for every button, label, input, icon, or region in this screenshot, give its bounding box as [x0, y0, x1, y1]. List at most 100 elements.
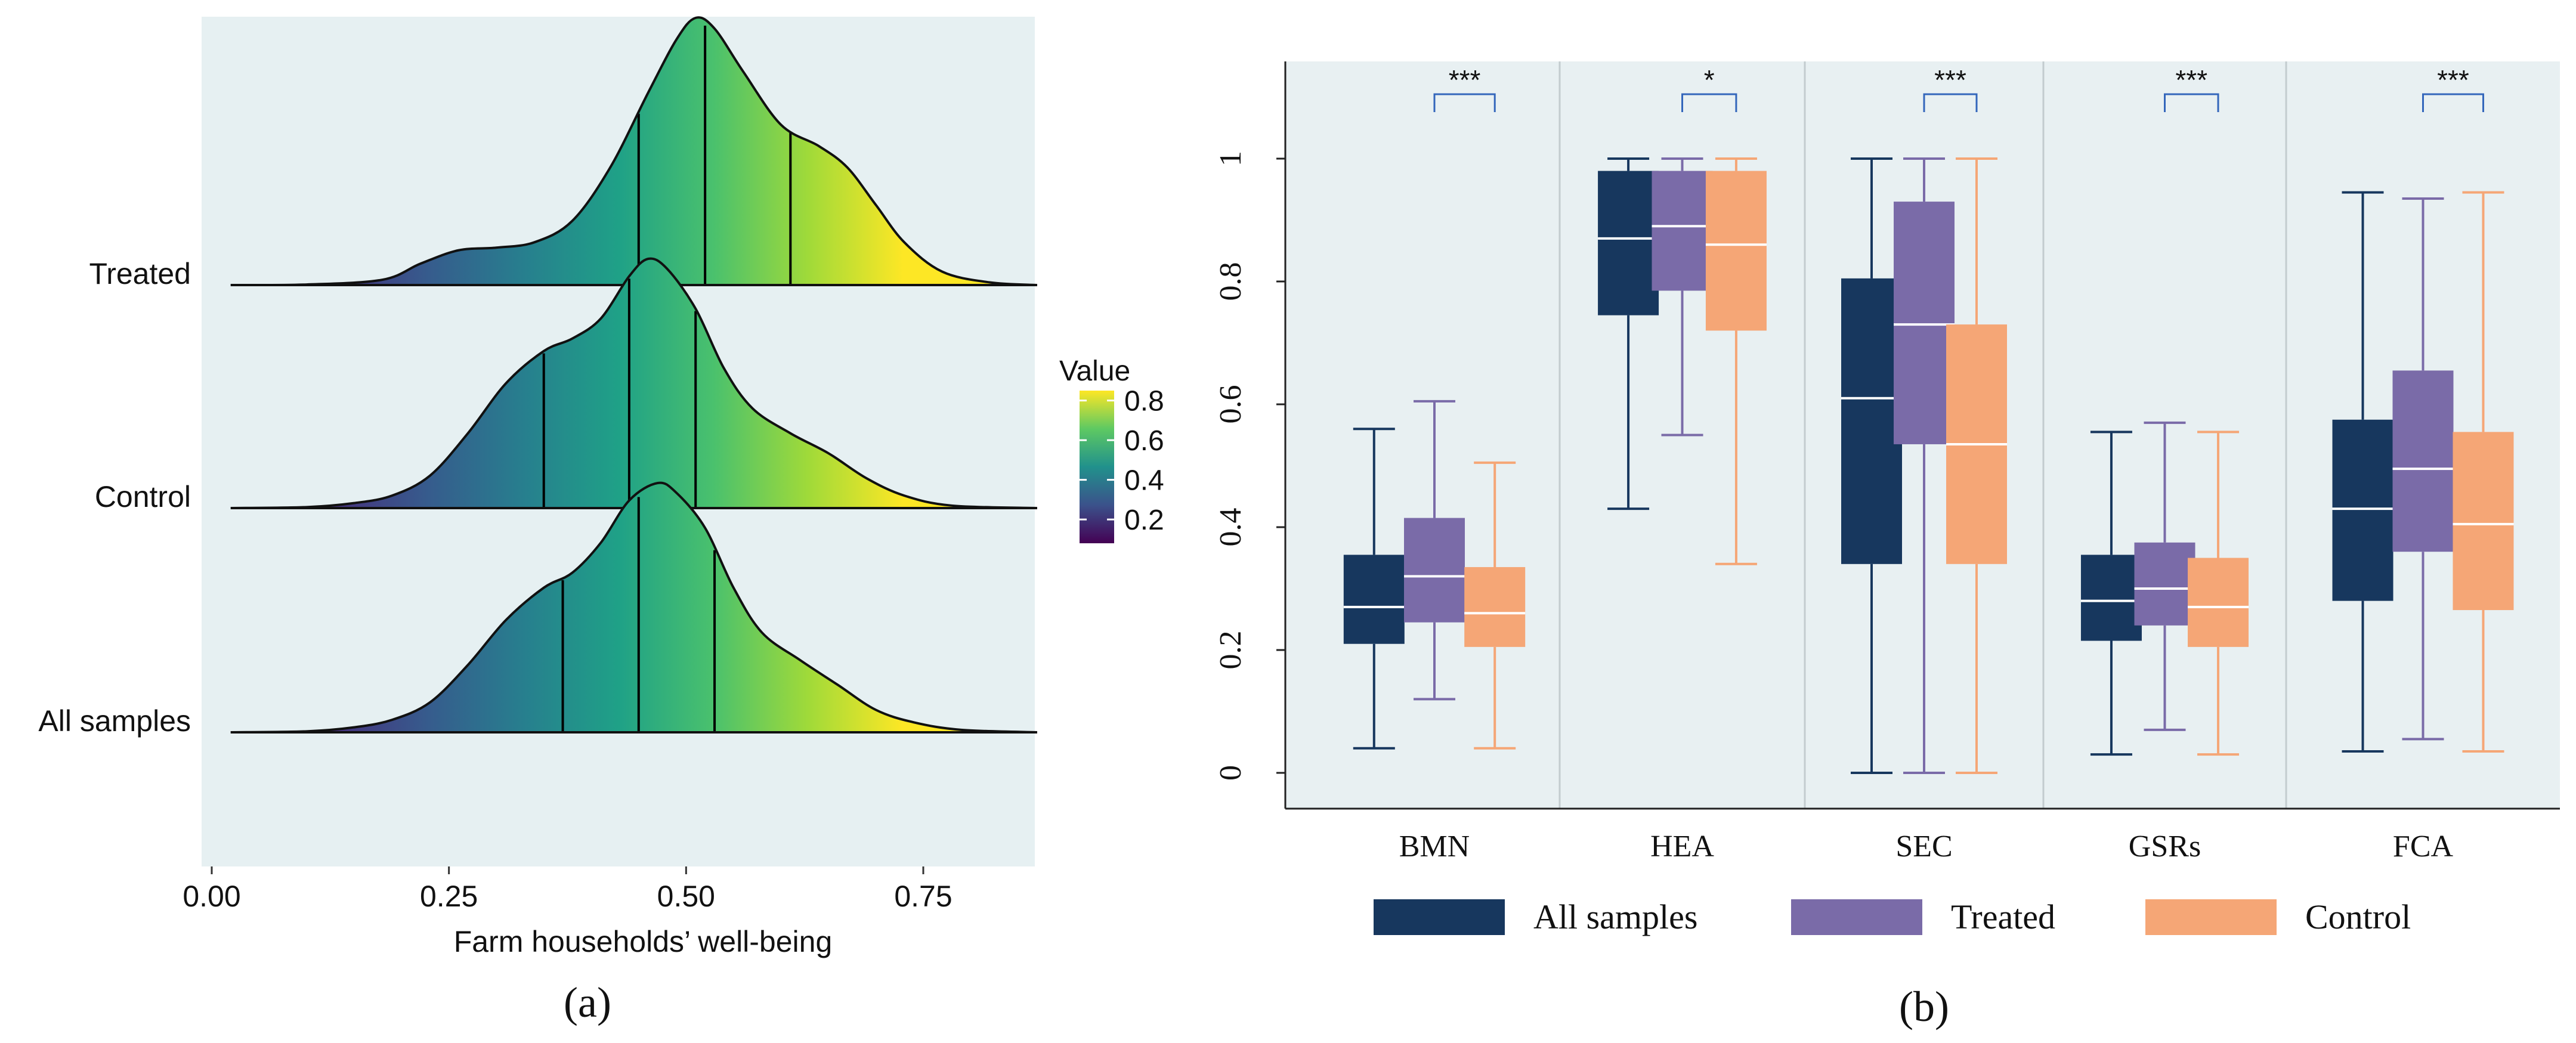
y-tick-label: 0.8 — [1214, 262, 1248, 301]
panel-b-category-labels: BMN HEA SEC GSRs FCA — [1399, 830, 2454, 864]
boxplots — [1343, 157, 2514, 774]
ridge-labels: Treated Control All samples — [38, 257, 191, 738]
box-treated — [1652, 157, 1713, 437]
ridge-label: Control — [95, 480, 191, 513]
group-sec — [1841, 157, 2007, 774]
x-tick-label: 0.75 — [894, 880, 952, 913]
box-treated — [1404, 400, 1465, 701]
colorbar-gradient — [1080, 391, 1114, 543]
iqr-box — [2453, 432, 2514, 611]
ridge-outline — [230, 16, 1037, 287]
box-all-samples — [1598, 157, 1659, 510]
significance-bracket — [2164, 93, 2219, 112]
iqr-box — [2332, 419, 2393, 601]
box-all-samples — [1841, 157, 1902, 774]
ridge-treated — [230, 16, 1037, 287]
y-tick-label: 0.2 — [1214, 631, 1248, 670]
ridge-density-area — [230, 482, 1037, 732]
panel-b-y-ticks: 0 0.2 0.4 0.6 0.8 1 — [1214, 151, 1285, 781]
legend-label: Treated — [1951, 897, 2055, 936]
box-control — [1946, 157, 2007, 774]
ridge-label: Treated — [89, 257, 191, 290]
iqr-box — [1705, 171, 1767, 331]
colorbar: Value 0.8 0.6 0.4 0.2 — [1059, 355, 1164, 543]
iqr-box — [2188, 558, 2249, 647]
panel-a-label: (a) — [564, 979, 611, 1026]
legend: All samples Treated Control — [1374, 897, 2411, 936]
group-bmn — [1343, 400, 1526, 750]
category-label: FCA — [2393, 830, 2454, 864]
box-all-samples — [2080, 431, 2142, 756]
x-tick-label: 0.25 — [420, 880, 478, 913]
ridge-outline — [230, 481, 1037, 733]
legend-item-all-samples: All samples — [1374, 897, 1697, 936]
group-dividers — [1558, 61, 2287, 809]
panel-a-x-axis-label: Farm households’ well-being — [454, 925, 833, 958]
significance-stars: *** — [1449, 64, 1481, 95]
significance-bracket — [1923, 93, 1978, 112]
legend-label: Control — [2305, 897, 2411, 936]
significance-bracket — [2422, 93, 2484, 112]
significance-stars: * — [1704, 64, 1715, 95]
box-control — [2188, 431, 2249, 756]
panel-a-x-ticks: 0.00 0.25 0.50 0.75 — [183, 866, 953, 913]
panel-b-label: (b) — [1899, 983, 1949, 1030]
box-treated — [2392, 197, 2454, 741]
iqr-box — [1598, 171, 1659, 315]
legend-swatch — [1374, 899, 1505, 935]
iqr-box — [1343, 555, 1405, 644]
x-tick-label: 0.00 — [183, 880, 240, 913]
colorbar-tick-label: 0.6 — [1124, 425, 1164, 457]
significance-stars: *** — [2175, 64, 2207, 95]
iqr-box — [1894, 202, 1955, 444]
colorbar-tick-label: 0.8 — [1124, 386, 1164, 417]
box-control — [1464, 461, 1526, 750]
colorbar-tick-label: 0.4 — [1124, 465, 1164, 497]
ridge-all-samples — [230, 481, 1037, 733]
box-control — [2453, 191, 2514, 753]
colorbar-tick-label: 0.2 — [1124, 505, 1164, 536]
ridge-label: All samples — [38, 704, 191, 738]
y-tick-label: 1 — [1214, 151, 1248, 166]
x-tick-label: 0.50 — [657, 880, 715, 913]
significance-brackets: *** * *** *** *** — [1433, 64, 2484, 112]
panel-b-boxplot: 00.20.40.60.81 *** * *** *** *** BMN HEA SEC GS… — [1214, 61, 2560, 1030]
box-treated — [2134, 421, 2195, 731]
box-all-samples — [2332, 191, 2393, 753]
y-tick-label: 0 — [1214, 765, 1248, 781]
box-all-samples — [1343, 428, 1405, 750]
y-tick-label: 0.6 — [1214, 385, 1248, 424]
y-tick-label: 0.4 — [1214, 508, 1248, 547]
iqr-box — [2392, 370, 2454, 552]
legend-item-control: Control — [2145, 897, 2411, 936]
ridge-density-area — [230, 17, 1037, 286]
box-control — [1705, 157, 1767, 565]
legend-label: All samples — [1533, 897, 1697, 936]
category-label: BMN — [1399, 830, 1470, 864]
legend-swatch — [1791, 899, 1922, 935]
significance-bracket — [1433, 93, 1496, 112]
box-treated — [1894, 157, 1955, 774]
iqr-box — [1652, 171, 1713, 291]
ridge-density-area — [230, 258, 1037, 508]
category-label: SEC — [1895, 830, 1952, 864]
legend-swatch — [2145, 899, 2277, 935]
significance-bracket — [1681, 93, 1737, 112]
category-label: HEA — [1650, 830, 1714, 864]
category-label: GSRs — [2129, 830, 2201, 864]
legend-item-treated: Treated — [1791, 897, 2055, 936]
group-gsrs — [2080, 421, 2249, 756]
significance-stars: *** — [1934, 64, 1966, 95]
colorbar-ticks: 0.8 0.6 0.4 0.2 — [1080, 386, 1164, 536]
iqr-box — [2134, 542, 2195, 626]
significance-stars: *** — [2437, 64, 2469, 95]
colorbar-title: Value — [1059, 355, 1130, 387]
iqr-box — [1464, 567, 1526, 647]
group-hea — [1598, 157, 1767, 565]
ridge-outline — [230, 257, 1037, 509]
iqr-box — [2080, 555, 2142, 641]
group-fca — [2332, 191, 2514, 753]
ridges — [230, 16, 1037, 733]
